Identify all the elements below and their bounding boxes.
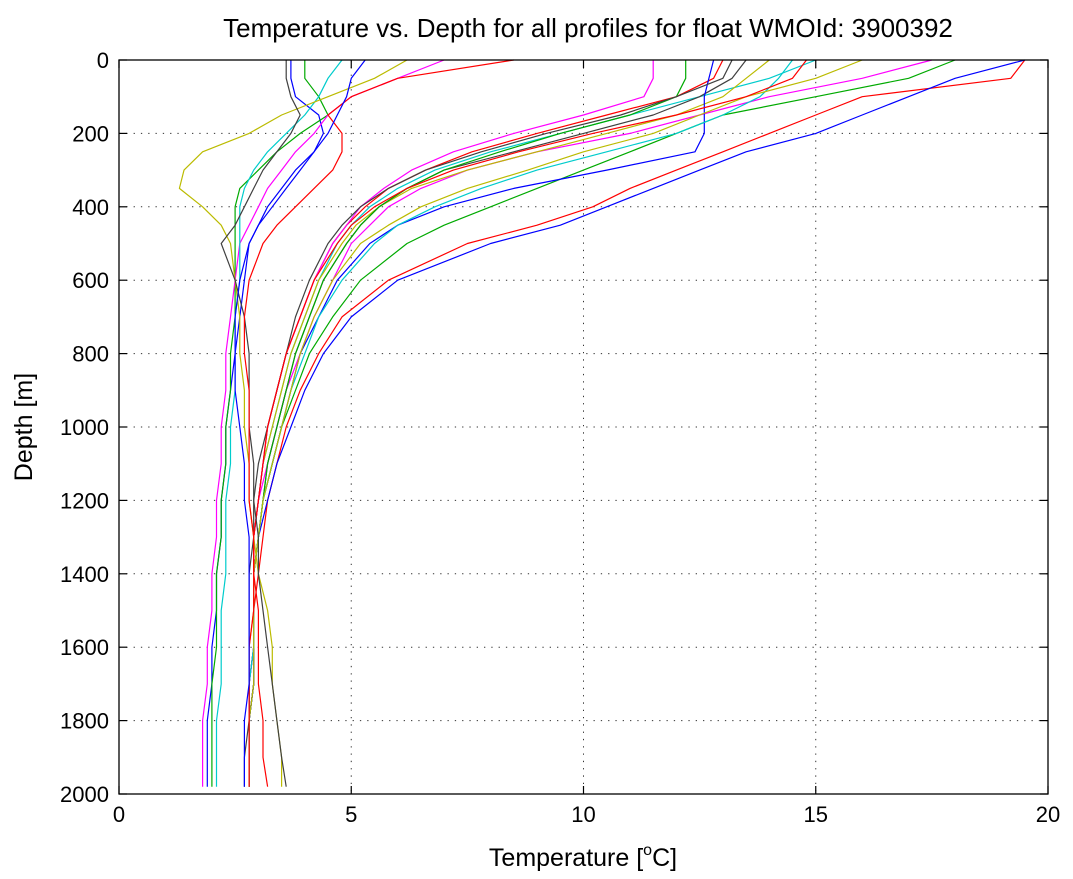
chart-title: Temperature vs. Depth for all profiles f… xyxy=(223,13,953,43)
x-tick-label: 5 xyxy=(345,802,357,827)
x-axis-label-sup: o xyxy=(643,842,652,859)
y-tick-label: 200 xyxy=(72,121,109,146)
profile-line xyxy=(202,59,445,787)
y-tick-label: 1800 xyxy=(60,709,109,734)
profile-line xyxy=(178,59,408,787)
y-tick-label: 800 xyxy=(72,342,109,367)
axis-ticks: 0 5 10 15 2002004006008001000120014001600180… xyxy=(60,48,1060,827)
profile-line xyxy=(211,60,329,787)
x-tick-label: 10 xyxy=(571,802,595,827)
y-tick-label: 400 xyxy=(72,195,109,220)
x-axis-label-end: C] xyxy=(652,844,677,872)
profile-line xyxy=(248,59,807,787)
profile-line xyxy=(220,60,301,787)
y-tick-label: 1000 xyxy=(60,415,109,440)
profile-line xyxy=(243,59,514,787)
y-tick-label: 2000 xyxy=(60,782,109,807)
y-tick-label: 1600 xyxy=(60,635,109,660)
x-axis-label-main: Temperature [ xyxy=(489,844,643,872)
x-tick-label: 15 xyxy=(804,802,828,827)
x-axis-label: Temperature [oC] xyxy=(489,842,677,872)
y-tick-label: 1200 xyxy=(60,488,109,513)
profile-line xyxy=(248,59,863,787)
profile-line xyxy=(234,59,366,787)
y-tick-label: 0 xyxy=(97,48,109,73)
profile-lines xyxy=(178,59,1026,787)
grid-lines xyxy=(119,60,1048,794)
y-tick-label: 1400 xyxy=(60,562,109,587)
x-tick-label: 0 xyxy=(113,802,125,827)
x-tick-label: 20 xyxy=(1036,802,1060,827)
profile-line xyxy=(206,60,324,787)
y-axis-label: Depth [m] xyxy=(10,373,38,481)
y-tick-label: 600 xyxy=(72,268,109,293)
